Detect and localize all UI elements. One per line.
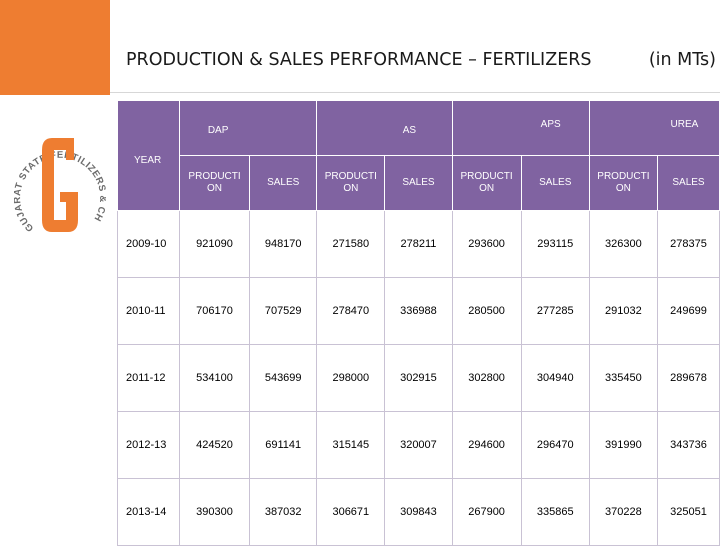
dap-production-cell: 921090 (178, 210, 251, 278)
aps-sales-cell: 296470 (520, 411, 590, 479)
dap-sales-cell: 387032 (249, 478, 318, 546)
as-sales-cell: 309843 (384, 478, 453, 546)
table-row: 2009-10 921090 948170 271580 278211 293600 293… (117, 210, 720, 278)
as-production-cell: 278470 (316, 277, 386, 345)
units-label: (in MTs) (648, 50, 716, 70)
as-sales-cell: 320007 (384, 411, 453, 479)
aps-sales-cell: 335865 (520, 478, 590, 546)
dap-production-cell: 706170 (178, 277, 251, 345)
group-header-as: AS (316, 100, 453, 156)
subheader-sales: SALES (520, 155, 590, 211)
aps-production-cell: 280500 (451, 277, 522, 345)
as-sales-cell: 336988 (384, 277, 453, 345)
as-sales-cell: 278211 (384, 210, 453, 278)
subheader-sales: SALES (384, 155, 453, 211)
logo-g-mark (42, 138, 78, 232)
dap-production-cell: 424520 (178, 411, 251, 479)
aps-sales-cell: 304940 (520, 344, 590, 412)
as-production-cell: 315145 (316, 411, 386, 479)
subheader-production: PRODUCTI ON (451, 155, 522, 211)
urea-production-cell: 335450 (588, 344, 658, 412)
urea-sales-cell: 278375 (656, 210, 720, 278)
urea-sales-cell: 325051 (656, 478, 720, 546)
subheader-sales: SALES (656, 155, 720, 211)
slide-title: PRODUCTION & SALES PERFORMANCE – FERTILI… (126, 50, 592, 70)
aps-sales-cell: 293115 (520, 210, 590, 278)
urea-sales-cell: 343736 (656, 411, 720, 479)
group-header-aps: APS (451, 100, 590, 156)
year-cell: 2013-14 (117, 478, 180, 546)
as-sales-cell: 302915 (384, 344, 453, 412)
aps-production-cell: 293600 (451, 210, 522, 278)
year-cell: 2010-11 (117, 277, 180, 345)
dap-sales-cell: 691141 (249, 411, 318, 479)
urea-sales-cell: 249699 (656, 277, 720, 345)
as-production-cell: 298000 (316, 344, 386, 412)
urea-production-cell: 391990 (588, 411, 658, 479)
subheader-sales: SALES (249, 155, 318, 211)
aps-sales-cell: 277285 (520, 277, 590, 345)
dap-production-cell: 534100 (178, 344, 251, 412)
orange-accent-block (0, 0, 110, 95)
year-cell: 2012-13 (117, 411, 180, 479)
aps-production-cell: 267900 (451, 478, 522, 546)
subheader-production: PRODUCTI ON (316, 155, 386, 211)
year-header: YEAR (117, 100, 180, 211)
subheader-production: PRODUCTI ON (588, 155, 658, 211)
year-cell: 2011-12 (117, 344, 180, 412)
year-cell: 2009-10 (117, 210, 180, 278)
dap-production-cell: 390300 (178, 478, 251, 546)
dap-sales-cell: 707529 (249, 277, 318, 345)
aps-production-cell: 302800 (451, 344, 522, 412)
table-row: 2012-13 424520 691141 315145 320007 294600 296… (117, 411, 720, 479)
slide-title-bar: PRODUCTION & SALES PERFORMANCE – FERTILI… (126, 50, 716, 70)
group-header-dap: DAP (178, 100, 318, 156)
urea-sales-cell: 289678 (656, 344, 720, 412)
group-header-urea: UREA (588, 100, 720, 156)
performance-table-container: YEAR DAP AS APS UREA PRODUCTI ON SALES P… (117, 100, 720, 546)
subheader-production: PRODUCTI ON (178, 155, 251, 211)
dap-sales-cell: 543699 (249, 344, 318, 412)
as-production-cell: 306671 (316, 478, 386, 546)
table-row: 2010-11 706170 707529 278470 336988 280500 277… (117, 277, 720, 345)
dap-sales-cell: 948170 (249, 210, 318, 278)
table-row: 2011-12 534100 543699 298000 302915 302800 304… (117, 344, 720, 412)
urea-production-cell: 291032 (588, 277, 658, 345)
aps-production-cell: 294600 (451, 411, 522, 479)
title-divider (110, 92, 720, 93)
urea-production-cell: 370228 (588, 478, 658, 546)
urea-production-cell: 326300 (588, 210, 658, 278)
performance-table: YEAR DAP AS APS UREA PRODUCTI ON SALES P… (117, 100, 720, 546)
table-row: 2013-14 390300 387032 306671 309843 267900 335… (117, 478, 720, 546)
as-production-cell: 271580 (316, 210, 386, 278)
